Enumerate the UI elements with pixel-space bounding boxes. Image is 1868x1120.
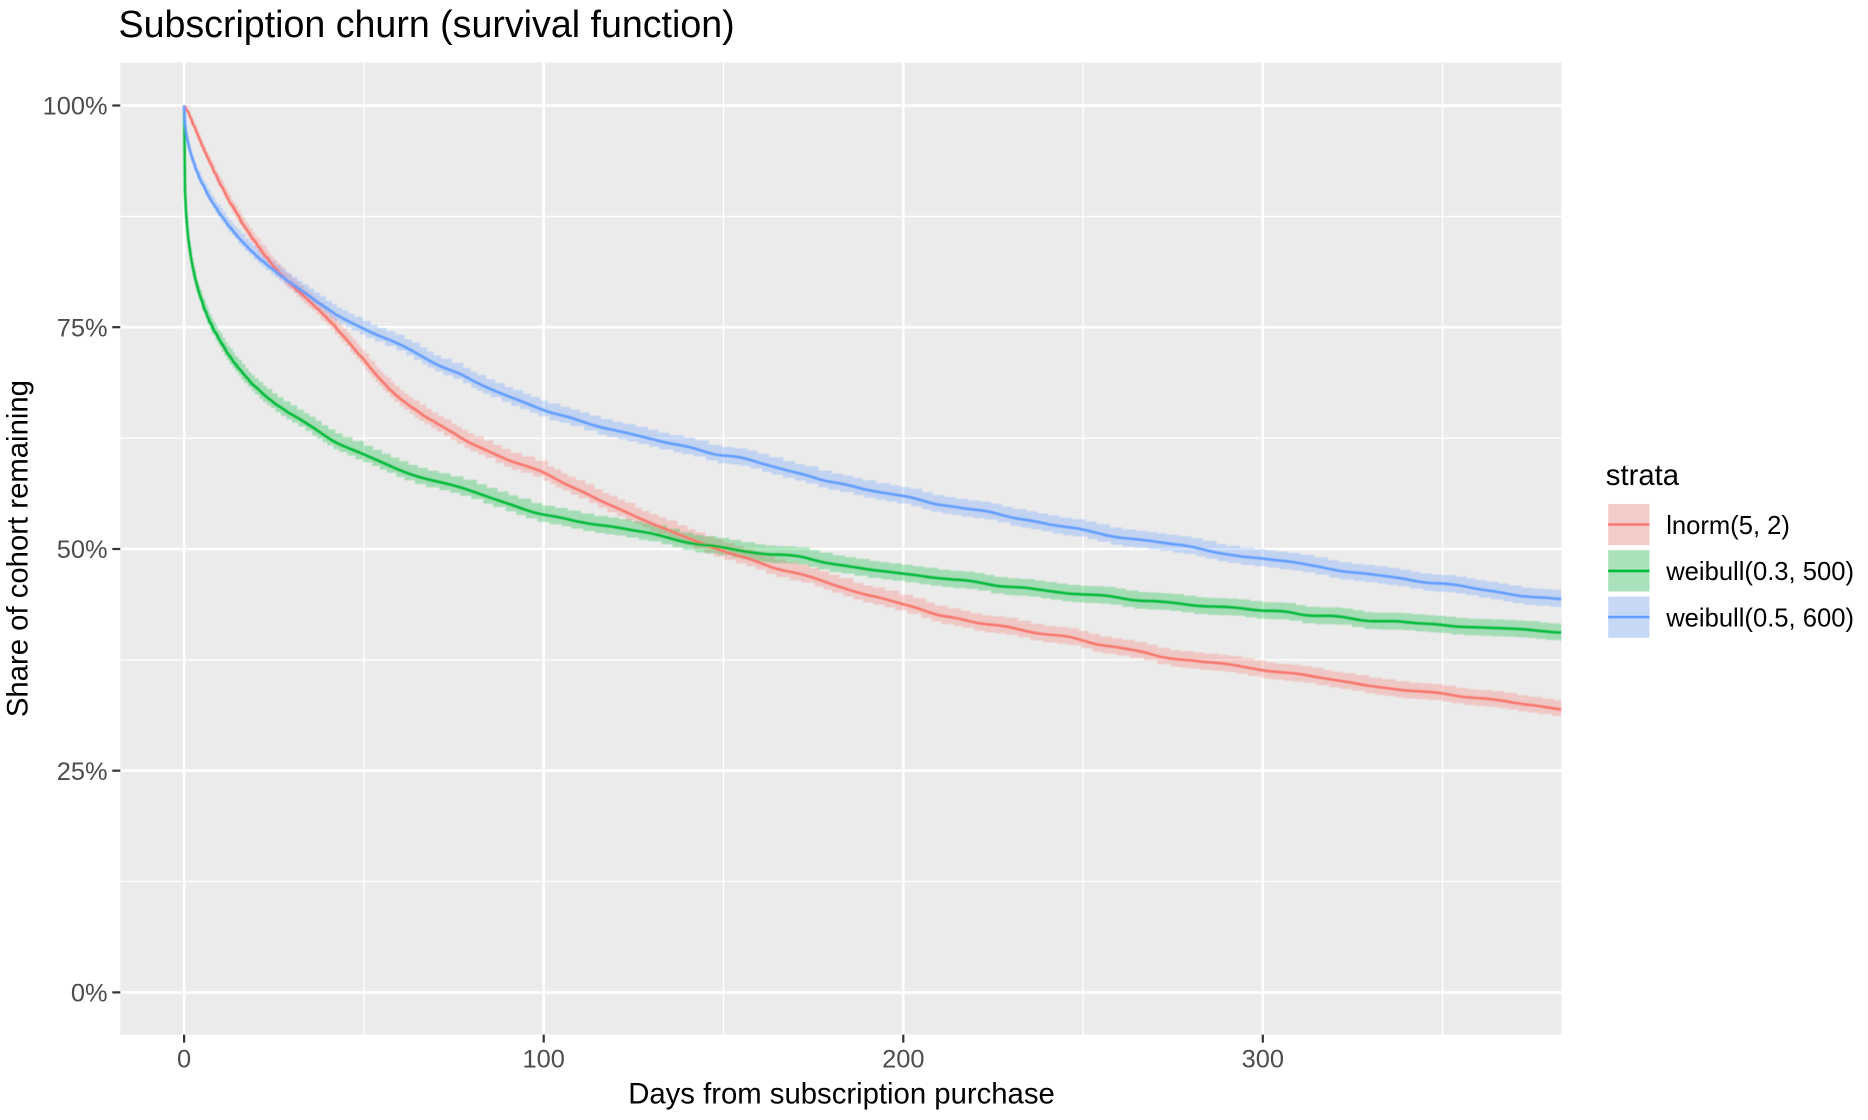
svg-text:strata: strata — [1606, 459, 1680, 492]
svg-text:Days from subscription purchas: Days from subscription purchase — [628, 1077, 1055, 1110]
svg-text:weibull(0.5, 600): weibull(0.5, 600) — [1665, 604, 1854, 632]
svg-text:0: 0 — [177, 1046, 191, 1074]
svg-text:200: 200 — [882, 1046, 924, 1074]
svg-text:50%: 50% — [57, 536, 108, 564]
svg-text:0%: 0% — [71, 980, 108, 1008]
svg-text:300: 300 — [1242, 1046, 1284, 1074]
svg-text:100: 100 — [523, 1046, 565, 1074]
svg-text:Subscription churn (survival f: Subscription churn (survival function) — [119, 3, 735, 45]
svg-text:Share of cohort remaining: Share of cohort remaining — [2, 380, 35, 717]
svg-text:25%: 25% — [57, 758, 108, 786]
svg-text:100%: 100% — [43, 93, 108, 121]
svg-text:lnorm(5, 2): lnorm(5, 2) — [1666, 512, 1790, 540]
svg-text:weibull(0.3, 500): weibull(0.3, 500) — [1665, 558, 1854, 586]
svg-text:75%: 75% — [57, 314, 108, 342]
